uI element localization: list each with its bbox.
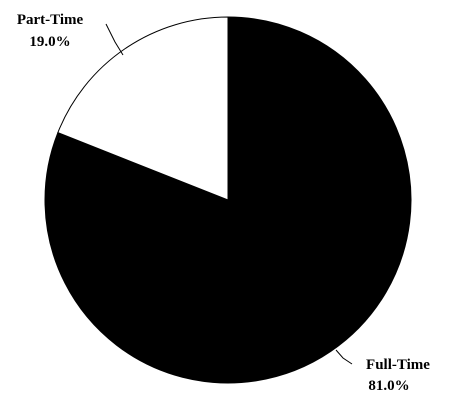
slice-percent-full-time: 81.0% <box>368 378 409 394</box>
leader-line-full-time <box>335 349 353 365</box>
slice-label-full-time: Full-Time <box>366 357 430 373</box>
leader-lines <box>105 23 353 365</box>
pie-slice-full-time <box>44 16 412 384</box>
slice-percent-part-time: 19.0% <box>29 34 70 50</box>
pie-slices <box>44 16 412 384</box>
leader-line-part-time <box>105 23 124 56</box>
slice-label-part-time: Part-Time <box>17 12 84 28</box>
pie-slice-part-time <box>57 16 229 201</box>
